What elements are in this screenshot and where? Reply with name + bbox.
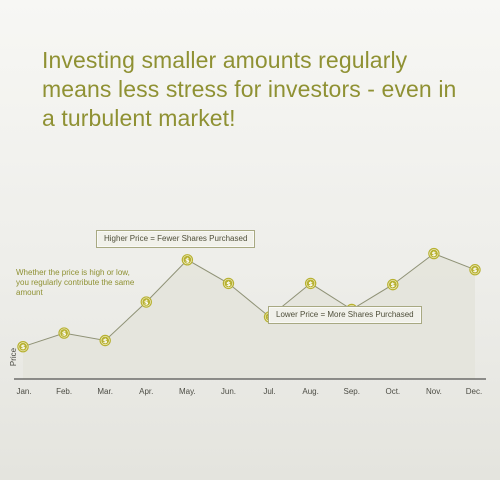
dollar-marker-may: $ — [181, 254, 194, 266]
dollar-marker-fill — [142, 298, 151, 306]
dollar-icon: $ — [103, 337, 108, 345]
dollar-marker-feb: $ — [58, 327, 70, 339]
dollar-marker-fill — [101, 336, 110, 345]
dollar-icon: $ — [391, 281, 396, 289]
dollar-icon: $ — [473, 266, 478, 274]
price-line — [22, 253, 476, 348]
dollar-marker-fill — [19, 342, 27, 351]
x-tick-label-feb: Feb. — [56, 387, 72, 396]
dollar-marker-nov: $ — [428, 247, 440, 260]
dollar-marker-fill — [388, 280, 397, 289]
dollar-icon: $ — [185, 256, 190, 264]
x-tick-label-nov: Nov. — [426, 387, 442, 396]
lower-price-callout: Lower Price = More Shares Purchased — [268, 306, 422, 324]
dollar-icon: $ — [308, 280, 313, 288]
contribution-note: Whether the price is high or low, you re… — [16, 268, 135, 297]
x-tick-label-oct: Oct. — [385, 387, 400, 396]
headline: Investing smaller amounts regularly mean… — [42, 47, 457, 131]
price-area — [23, 253, 475, 379]
dollar-icon: $ — [432, 250, 437, 258]
dollar-icon: $ — [21, 343, 26, 351]
area-layer — [23, 253, 475, 379]
dollar-icon: $ — [144, 299, 149, 307]
dollar-marker-jun: $ — [222, 277, 235, 290]
x-tick-label-jul: Jul. — [263, 387, 275, 396]
x-tick-label-mar: Mar. — [97, 387, 113, 396]
dollar-marker-fill — [430, 249, 438, 258]
x-tick-label-apr: Apr. — [139, 387, 153, 396]
dollar-marker-fill — [224, 279, 233, 288]
dollar-marker-fill — [60, 329, 68, 337]
dollar-icon: $ — [226, 280, 231, 288]
dollar-marker-jan: $ — [17, 341, 29, 353]
x-tick-label-may: May. — [179, 387, 196, 396]
dollar-marker-fill — [306, 279, 315, 288]
x-tick-label-jun: Jun. — [221, 387, 236, 396]
dollar-marker-fill — [471, 265, 479, 274]
dollar-marker-oct: $ — [387, 278, 399, 291]
x-tick-label-aug: Aug. — [302, 387, 318, 396]
line-layer — [22, 253, 476, 348]
higher-price-callout: Higher Price = Fewer Shares Purchased — [96, 230, 256, 248]
dollar-marker-fill — [183, 255, 192, 264]
label-layer: Price Jan. Feb. Mar. Apr. May. Jun. Jul. Aug. Sep… — [9, 347, 482, 396]
dollar-marker-apr: $ — [140, 296, 152, 308]
y-axis-label: Price — [9, 347, 18, 366]
x-tick-label-jan: Jan. — [16, 387, 31, 396]
dollar-icon: $ — [62, 330, 67, 338]
dollar-marker-dec: $ — [469, 264, 481, 276]
dollar-marker-aug: $ — [304, 277, 317, 290]
dollar-marker-mar: $ — [99, 334, 111, 347]
x-tick-label-sep: Sep. — [343, 387, 359, 396]
x-tick-label-dec: Dec. — [466, 387, 482, 396]
